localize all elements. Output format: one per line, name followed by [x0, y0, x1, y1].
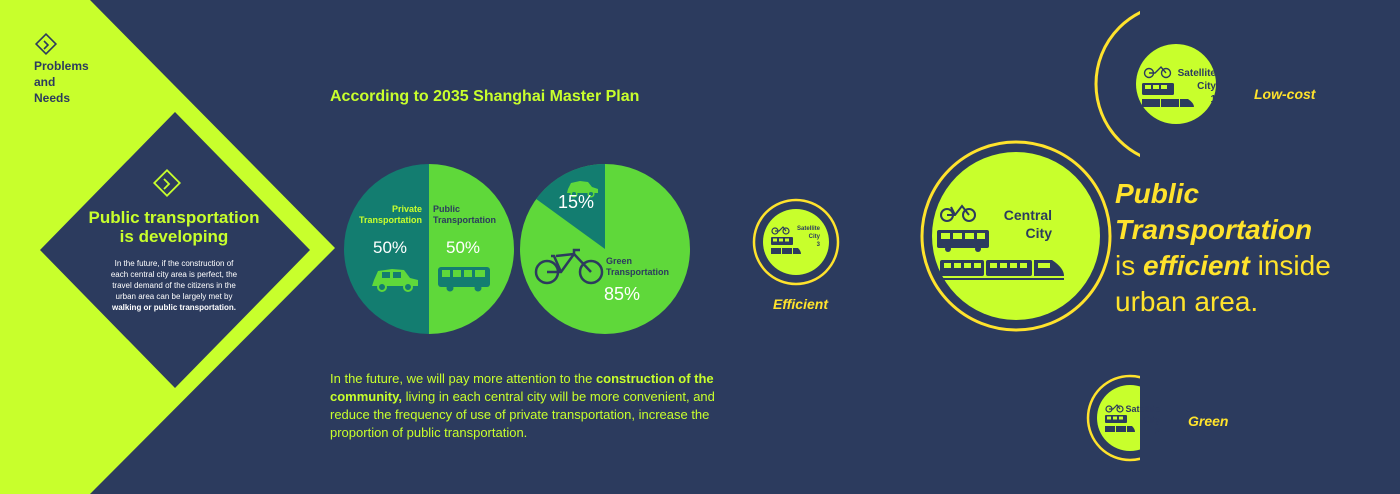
section-label-line: Problems [34, 59, 89, 73]
city-label-line: City [808, 234, 820, 240]
headline-line: Public [1115, 178, 1200, 209]
card-title-line: is developing [119, 227, 229, 246]
city-label-line: Satellite [796, 226, 820, 232]
card-title-line: Public transportation [88, 208, 260, 227]
satellite-city-3-label: Satellite City 3 [788, 225, 820, 249]
left-panel-background [0, 0, 335, 494]
satellite-city-2-label: Satellite City 2 [1120, 404, 1160, 437]
bus-icon [1105, 415, 1127, 423]
bicycle-icon [1105, 404, 1124, 413]
city-label-line: Satellite [1125, 404, 1160, 414]
headline-line: Transportation [1115, 214, 1313, 245]
pie2-green-value: 85% [604, 284, 641, 304]
pie1-private-label-line: Transportation [358, 215, 422, 225]
efficient-tag: Efficient [773, 296, 828, 312]
pie2-green-label-line: Green [606, 256, 633, 266]
bus-icon [438, 267, 490, 292]
pie1-private-value: 50% [373, 238, 408, 257]
low-cost-tag: Low-cost [1254, 86, 1316, 102]
headline: Public Transportation is efficient insid… [1115, 176, 1395, 320]
bottom-text-part: In the future, we will pay more attentio… [330, 371, 596, 386]
bottom-text-bold: construction of the community, [330, 371, 714, 404]
bus-icon [937, 230, 989, 252]
city-diagram [752, 10, 1140, 462]
green-tag: Green [1188, 413, 1229, 429]
section-label: Problems and Needs [34, 58, 114, 106]
section-label-line: Needs [34, 91, 71, 105]
headline-line: urban area. [1115, 286, 1259, 317]
bicycle-icon [940, 204, 976, 222]
card-body-line: In the future, if the construction of [114, 259, 234, 268]
train-icon [1142, 99, 1194, 107]
car-icon [567, 181, 598, 198]
pie1-public-label-line: Transportation [433, 215, 497, 225]
diamond-arrow-icon [34, 32, 58, 56]
card-body-line: each central city area is perfect, the [110, 270, 238, 279]
bicycle-icon [771, 226, 790, 235]
pie1-public-value: 50% [446, 238, 481, 257]
pie1-public-label-line: Public [433, 204, 461, 214]
plan-title: According to 2035 Shanghai Master Plan [330, 88, 640, 105]
headline-text: is [1115, 250, 1143, 281]
city-label-line: 3 [816, 242, 820, 248]
bus-icon [771, 237, 793, 245]
pie1-public-label: Public Transportation [433, 204, 496, 226]
card-body: In the future, if the construction of ea… [74, 258, 274, 313]
car-icon [372, 269, 418, 292]
card-title: Public transportation is developing [62, 208, 286, 246]
section-label-line: and [34, 75, 56, 89]
pie2-green-label-line: Transportation [606, 267, 670, 277]
diamond-arrow-icon [152, 168, 182, 198]
train-icon [940, 260, 1064, 280]
bottom-paragraph: In the future, we will pay more attentio… [330, 370, 720, 442]
bus-icon [1142, 83, 1174, 95]
train-icon [771, 248, 801, 254]
card-body-bold: walking or public transportation. [111, 303, 236, 312]
card-body-line: urban area can be largely met by [115, 292, 233, 301]
pie1-slice-public [429, 164, 514, 334]
city-label-line: Central [1003, 207, 1052, 223]
bicycle-icon [1143, 65, 1172, 79]
pie1-private-label-line: Private [391, 204, 422, 214]
city-label-line: City [1197, 81, 1216, 92]
central-city-label: Central City [968, 206, 1052, 242]
train-icon [1105, 426, 1135, 432]
satellite-city-1-circle [1136, 44, 1216, 124]
pie2-green-label: Green Transportation [606, 256, 669, 278]
pie-chart-modal-share [344, 164, 514, 334]
pie1-private-label: Private Transportation [356, 204, 422, 226]
pie-chart-green-share [520, 164, 690, 334]
pie2-car-value: 15% [558, 192, 595, 212]
city-label-line: Satellite [1177, 68, 1216, 79]
card-body-line: travel demand of the citizens in the [112, 281, 236, 290]
satellite-city-1-label: Satellite City 1 [1156, 67, 1216, 106]
city-label-line: City [1142, 415, 1160, 425]
city-label-line: 2 [1154, 426, 1160, 436]
bottom-text-part: living in each central city will be more… [330, 389, 715, 440]
headline-line: is efficient inside [1115, 248, 1395, 284]
headline-text: inside [1249, 250, 1331, 281]
headline-emphasis: efficient [1143, 250, 1250, 281]
city-label-line: City [1025, 225, 1052, 241]
bicycle-icon [534, 248, 604, 285]
city-label-line: 1 [1210, 94, 1216, 105]
